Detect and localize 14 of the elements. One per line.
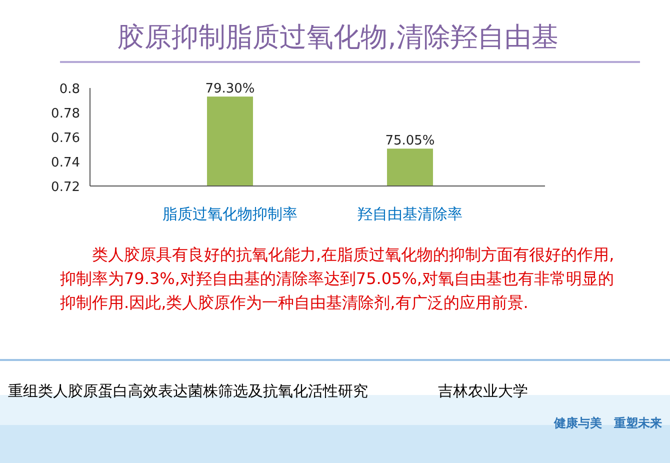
y-tick-label: 0.72 — [51, 180, 80, 195]
text: 健康与美 重塑未来 — [553, 416, 662, 430]
chart-title: 胶原抑制脂质过氧化物,清除羟自由基 — [118, 22, 558, 53]
x-tick-label: 羟自由基清除率 — [358, 205, 462, 223]
text: 重组类人胶原蛋白高效表达菌株筛选及抗氧化活性研究 — [8, 382, 368, 400]
text: 吉林农业大学 — [438, 382, 528, 400]
text: 类人胶原具有良好的抗氧化能力,在脂质过氧化物的抑制方面有很好的作用,抑制率为79.3%,对羟自由基的清除率达到75.05%,对氧自由基也有非常明显的抑制作用.因此,类人胶原作为一种自由基清除剂,有广泛的应用前景. — [60, 244, 616, 314]
y-tick-label: 0.78 — [51, 106, 80, 122]
y-tick-label: 0.76 — [51, 131, 80, 146]
y-tick-label: 0.74 — [51, 156, 80, 170]
y-tick-label: 0.8 — [59, 82, 80, 97]
data-label: 79.30% — [205, 82, 255, 97]
data-label: 75.05% — [385, 134, 435, 149]
x-tick-label: 脂质过氧化物抑制率 — [162, 205, 298, 223]
